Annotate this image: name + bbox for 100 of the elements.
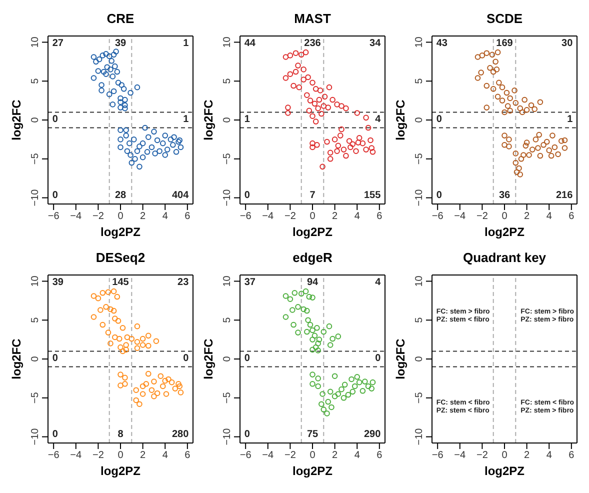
point bbox=[320, 328, 327, 335]
annotation: 169 bbox=[496, 38, 513, 50]
annotation: 27 bbox=[52, 38, 64, 50]
point bbox=[335, 334, 342, 340]
point bbox=[282, 293, 289, 299]
x-tick-label: 2 bbox=[524, 211, 530, 222]
y-tick-label: 0 bbox=[30, 356, 41, 362]
x-tick-label: 6 bbox=[568, 211, 575, 222]
point bbox=[136, 401, 142, 408]
annotation: 39 bbox=[114, 38, 126, 50]
chart-title: DESeq2 bbox=[94, 249, 146, 267]
x-tick-label: −2 bbox=[476, 211, 488, 222]
chart-title: MAST bbox=[293, 10, 332, 28]
y-tick-label: −5 bbox=[222, 152, 233, 165]
x-tick-label: 0 bbox=[502, 211, 508, 222]
x-tick-label: −6 bbox=[48, 211, 60, 222]
point bbox=[133, 387, 140, 394]
y-tick-label: 5 bbox=[222, 316, 233, 323]
point bbox=[103, 304, 109, 310]
point bbox=[151, 378, 157, 384]
x-tick-label: −2 bbox=[92, 450, 104, 462]
x-tick-label: 0 bbox=[118, 450, 124, 462]
annotation: 0 bbox=[52, 353, 58, 365]
point bbox=[332, 393, 338, 400]
annotation: 28 bbox=[114, 190, 126, 202]
annotation: 36 bbox=[498, 190, 510, 202]
x-tick-label: −4 bbox=[70, 450, 82, 462]
point bbox=[140, 391, 146, 397]
x-tick-label: −2 bbox=[284, 450, 296, 462]
point bbox=[362, 378, 368, 384]
point bbox=[98, 307, 104, 313]
point bbox=[176, 383, 183, 390]
annotation: 1 bbox=[183, 38, 189, 50]
point bbox=[108, 340, 114, 346]
point bbox=[327, 388, 334, 395]
point bbox=[122, 374, 128, 381]
x-tick-label: 2 bbox=[140, 450, 146, 462]
y-tick-label: 5 bbox=[30, 78, 41, 84]
point bbox=[330, 336, 336, 342]
y-tick-label: 0 bbox=[222, 116, 233, 123]
point bbox=[368, 386, 375, 392]
annotation: 44 bbox=[244, 38, 256, 50]
point bbox=[318, 401, 324, 408]
y-axis-title: log2FC bbox=[201, 99, 216, 140]
point bbox=[140, 336, 146, 342]
annotation: 1 bbox=[567, 114, 573, 126]
point bbox=[116, 336, 122, 342]
x-tick-label: −4 bbox=[454, 211, 466, 222]
y-tick-label: −5 bbox=[222, 392, 233, 404]
point bbox=[290, 307, 296, 313]
point bbox=[115, 318, 122, 324]
y-tick-label: −10 bbox=[30, 188, 41, 206]
x-tick-label: −2 bbox=[284, 211, 296, 222]
x-tick-label: 4 bbox=[354, 211, 360, 222]
x-tick-label: 2 bbox=[140, 211, 146, 222]
point bbox=[310, 372, 316, 378]
y-axis-title: log2FC bbox=[9, 99, 24, 140]
point bbox=[145, 332, 152, 339]
annotation: 8 bbox=[118, 429, 124, 442]
x-axis-title: log2PZ bbox=[100, 464, 141, 478]
chart-title: SCDE bbox=[485, 10, 524, 28]
annotation: 290 bbox=[364, 429, 381, 442]
point bbox=[95, 295, 102, 302]
annotation: 0 bbox=[52, 114, 58, 126]
x-tick-label: −4 bbox=[262, 450, 274, 462]
y-tick-label: 0 bbox=[30, 116, 41, 123]
point bbox=[178, 390, 184, 396]
point bbox=[310, 380, 316, 387]
annotation: 0 bbox=[52, 190, 58, 202]
point bbox=[128, 336, 135, 342]
y-tick-label: 0 bbox=[414, 116, 425, 123]
y-tick-label: 5 bbox=[30, 316, 41, 323]
x-tick-label: 6 bbox=[376, 211, 383, 222]
point bbox=[315, 340, 321, 346]
point bbox=[148, 387, 155, 394]
point bbox=[118, 382, 124, 388]
point bbox=[325, 398, 332, 405]
point bbox=[90, 293, 97, 299]
point bbox=[110, 288, 117, 294]
point bbox=[90, 314, 97, 320]
point bbox=[342, 382, 348, 388]
point bbox=[324, 410, 330, 416]
point bbox=[134, 323, 140, 330]
point bbox=[338, 386, 344, 392]
annotation: 4 bbox=[375, 276, 381, 289]
x-tick-label: −6 bbox=[48, 450, 60, 462]
point bbox=[134, 345, 140, 352]
point bbox=[124, 334, 130, 340]
point bbox=[300, 306, 306, 312]
y-tick-label: −5 bbox=[30, 152, 41, 165]
x-tick-label: 4 bbox=[546, 211, 552, 222]
point bbox=[162, 378, 168, 384]
point bbox=[370, 379, 376, 386]
y-tick-label: 10 bbox=[222, 275, 233, 287]
annotation: 39 bbox=[52, 276, 64, 289]
x-tick-label: 2 bbox=[332, 450, 338, 462]
x-tick-label: 6 bbox=[376, 450, 383, 462]
point bbox=[290, 322, 296, 328]
x-tick-label: −2 bbox=[476, 450, 488, 462]
chart-title: Quadrant key bbox=[462, 249, 548, 267]
